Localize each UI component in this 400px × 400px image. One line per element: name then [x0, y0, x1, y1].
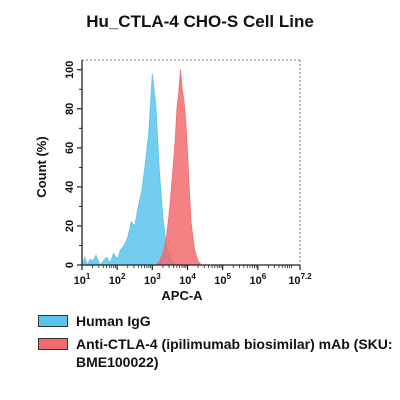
legend-swatch-anti-ctla4	[38, 338, 68, 350]
y-tick-label-2: 40	[64, 181, 76, 193]
series-area-1	[154, 69, 203, 266]
legend: Human IgG Anti-CTLA-4 (ipilimumab biosim…	[38, 312, 400, 371]
y-tick-label-1: 20	[64, 220, 76, 232]
legend-item-anti-ctla4: Anti-CTLA-4 (ipilimumab biosimilar) mAb …	[38, 335, 400, 371]
x-axis-label: APC-A	[161, 288, 203, 303]
y-tick-label-5: 100	[64, 61, 76, 79]
series-layer	[81, 69, 203, 267]
x-tick-label-5: 106	[249, 272, 266, 287]
legend-label-human-igg: Human IgG	[76, 313, 151, 329]
x-tick-label-4: 105	[214, 272, 231, 287]
y-tick-label-4: 80	[64, 103, 76, 115]
x-tick-label-0: 101	[74, 272, 91, 287]
y-axis-label: Count (%)	[34, 136, 49, 197]
x-tick-label-6: 107.2	[288, 272, 312, 287]
y-tick-label-3: 60	[64, 142, 76, 154]
axes-layer: 0 20 40 60 80 100 101 102 103 104 105 106 107.2	[64, 59, 312, 287]
series-area-0	[81, 73, 181, 267]
legend-item-human-igg: Human IgG	[38, 312, 400, 330]
legend-swatch-human-igg	[38, 315, 68, 327]
chart-title: Hu_CTLA-4 CHO-S Cell Line	[86, 12, 314, 31]
y-tick-label-0: 0	[64, 262, 76, 268]
legend-label-anti-ctla4: Anti-CTLA-4 (ipilimumab biosimilar) mAb …	[76, 336, 393, 370]
x-tick-label-2: 103	[144, 272, 161, 287]
x-tick-label-1: 102	[109, 272, 126, 287]
x-tick-label-3: 104	[179, 272, 196, 287]
